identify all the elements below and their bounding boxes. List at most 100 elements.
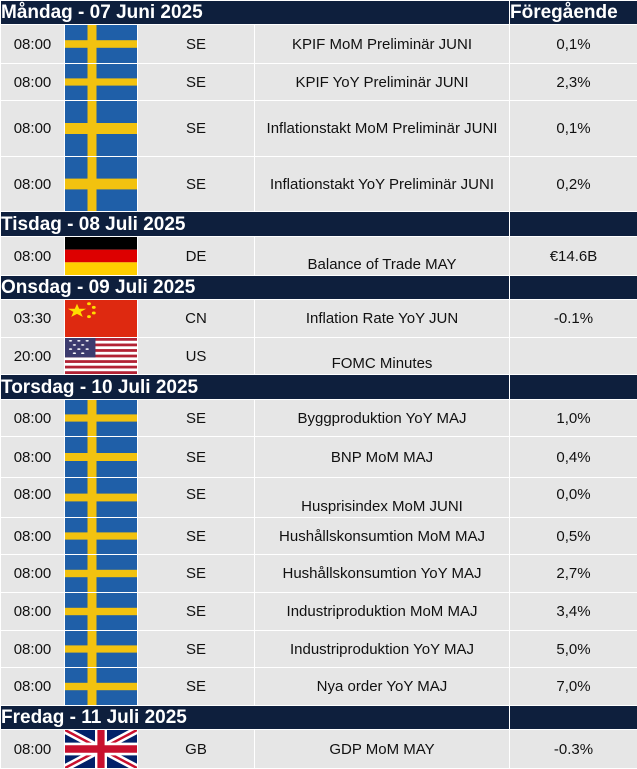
day-title: Torsdag - 10 Juli 2025	[1, 375, 510, 400]
event-row: 08:00 DE Balance of Trade MAY €14.6B	[1, 237, 637, 276]
event-previous: 1,0%	[510, 400, 637, 437]
event-previous: 7,0%	[510, 668, 637, 706]
sweden-flag-icon	[65, 555, 138, 593]
event-time: 08:00	[1, 631, 65, 668]
event-row: 08:00 SE Hushållskonsumtion YoY MAJ 2,7%	[1, 555, 637, 593]
event-time: 08:00	[1, 730, 65, 769]
event-name: Industriproduktion YoY MAJ	[255, 631, 510, 668]
event-previous: 2,3%	[510, 64, 637, 101]
event-row: 08:00 SE Byggproduktion YoY MAJ 1,0%	[1, 400, 637, 437]
event-name: Industriproduktion MoM MAJ	[255, 593, 510, 631]
event-row: 08:00 GB GDP MoM MAY -0.3%	[1, 730, 637, 769]
event-name: Husprisindex MoM JUNI	[255, 478, 510, 518]
event-name: KPIF YoY Preliminär JUNI	[255, 64, 510, 101]
event-name: GDP MoM MAY	[255, 730, 510, 769]
event-time: 08:00	[1, 593, 65, 631]
event-row: 08:00 SE Inflationstakt MoM Preliminär J…	[1, 101, 637, 157]
event-country: SE	[138, 25, 255, 64]
event-name: Hushållskonsumtion MoM MAJ	[255, 518, 510, 555]
event-previous: 2,7%	[510, 555, 637, 593]
event-country: SE	[138, 555, 255, 593]
event-row: 03:30 CN Inflation Rate YoY JUN -0.1%	[1, 300, 637, 338]
event-name: Nya order YoY MAJ	[255, 668, 510, 706]
event-country: SE	[138, 631, 255, 668]
event-previous: 0,1%	[510, 101, 637, 157]
sweden-flag-icon	[65, 478, 138, 518]
event-row: 08:00 SE BNP MoM MAJ 0,4%	[1, 437, 637, 478]
event-country: SE	[138, 437, 255, 478]
day-title: Onsdag - 09 Juli 2025	[1, 276, 510, 300]
germany-flag-icon	[65, 237, 138, 276]
day-header-row: Onsdag - 09 Juli 2025	[1, 276, 637, 300]
event-previous: 0,5%	[510, 518, 637, 555]
event-previous: -0.1%	[510, 300, 637, 338]
event-country: SE	[138, 668, 255, 706]
event-previous	[510, 338, 637, 375]
sweden-flag-icon	[65, 437, 138, 478]
event-time: 08:00	[1, 64, 65, 101]
event-name: Balance of Trade MAY	[255, 237, 510, 276]
event-country: GB	[138, 730, 255, 769]
event-previous: 0,0%	[510, 478, 637, 518]
event-country: SE	[138, 478, 255, 518]
day-header-empty-cell	[510, 276, 637, 300]
event-country: SE	[138, 64, 255, 101]
day-header-row: Tisdag - 08 Juli 2025	[1, 212, 637, 237]
event-country: CN	[138, 300, 255, 338]
day-title: Måndag - 07 Juni 2025	[1, 1, 510, 25]
event-name: Inflationstakt YoY Preliminär JUNI	[255, 157, 510, 212]
event-name: Byggproduktion YoY MAJ	[255, 400, 510, 437]
day-title: Fredag - 11 Juli 2025	[1, 706, 510, 730]
event-row: 08:00 SE Hushållskonsumtion MoM MAJ 0,5%	[1, 518, 637, 555]
day-header-row: Fredag - 11 Juli 2025	[1, 706, 637, 730]
event-country: SE	[138, 518, 255, 555]
event-time: 08:00	[1, 668, 65, 706]
event-time: 08:00	[1, 518, 65, 555]
event-time: 03:30	[1, 300, 65, 338]
usa-flag-icon	[65, 338, 138, 375]
event-name: Inflationstakt MoM Preliminär JUNI	[255, 101, 510, 157]
event-time: 08:00	[1, 25, 65, 64]
sweden-flag-icon	[65, 631, 138, 668]
event-previous: 0,2%	[510, 157, 637, 212]
sweden-flag-icon	[65, 101, 138, 157]
day-header-empty-cell	[510, 706, 637, 730]
event-row: 08:00 SE KPIF MoM Preliminär JUNI 0,1%	[1, 25, 637, 64]
event-name: BNP MoM MAJ	[255, 437, 510, 478]
event-country: DE	[138, 237, 255, 276]
event-previous: €14.6B	[510, 237, 637, 276]
event-time: 08:00	[1, 478, 65, 518]
event-time: 08:00	[1, 555, 65, 593]
event-previous: 5,0%	[510, 631, 637, 668]
china-flag-icon	[65, 300, 138, 338]
event-row: 08:00 SE Husprisindex MoM JUNI 0,0%	[1, 478, 637, 518]
event-row: 08:00 SE Industriproduktion MoM MAJ 3,4%	[1, 593, 637, 631]
event-previous: 0,4%	[510, 437, 637, 478]
uk-flag-icon	[65, 730, 138, 769]
sweden-flag-icon	[65, 157, 138, 212]
event-previous: 3,4%	[510, 593, 637, 631]
day-header-empty-cell	[510, 212, 637, 237]
event-name: Inflation Rate YoY JUN	[255, 300, 510, 338]
event-country: US	[138, 338, 255, 375]
event-name: Hushållskonsumtion YoY MAJ	[255, 555, 510, 593]
event-previous: 0,1%	[510, 25, 637, 64]
previous-column-header: Föregående	[510, 1, 637, 25]
event-row: 08:00 SE Nya order YoY MAJ 7,0%	[1, 668, 637, 706]
event-name: KPIF MoM Preliminär JUNI	[255, 25, 510, 64]
event-time: 08:00	[1, 437, 65, 478]
event-time: 08:00	[1, 157, 65, 212]
event-row: 08:00 SE Industriproduktion YoY MAJ 5,0%	[1, 631, 637, 668]
sweden-flag-icon	[65, 593, 138, 631]
event-country: SE	[138, 157, 255, 212]
sweden-flag-icon	[65, 64, 138, 101]
event-time: 08:00	[1, 237, 65, 276]
event-time: 20:00	[1, 338, 65, 375]
day-header-empty-cell	[510, 375, 637, 400]
event-time: 08:00	[1, 101, 65, 157]
sweden-flag-icon	[65, 518, 138, 555]
sweden-flag-icon	[65, 25, 138, 64]
event-name: FOMC Minutes	[255, 338, 510, 375]
event-previous: -0.3%	[510, 730, 637, 769]
